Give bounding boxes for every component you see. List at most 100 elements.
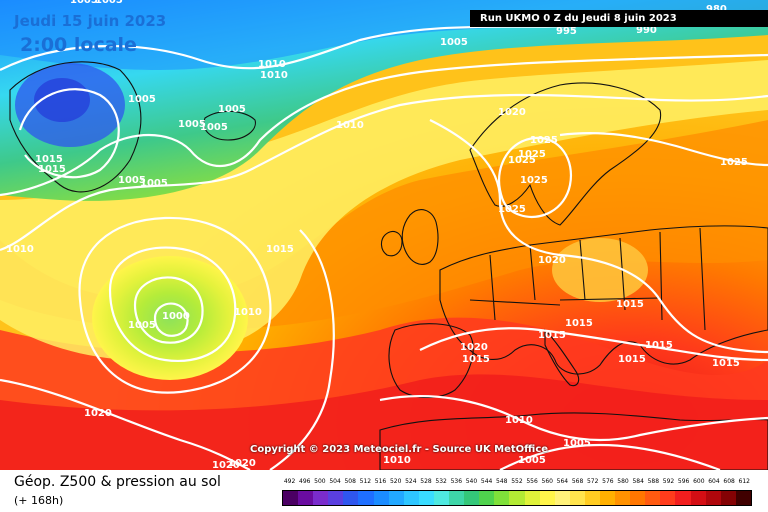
isobar-label: 1010 — [336, 120, 364, 131]
isobar-label: 1015 — [712, 358, 740, 369]
scale-swatch — [630, 491, 646, 505]
scale-value: 524 — [405, 478, 417, 485]
scale-value: 576 — [602, 478, 614, 485]
scale-value: 532 — [435, 478, 447, 485]
legend-footer: Géop. Z500 & pression au sol (+ 168h) 49… — [0, 470, 768, 512]
scale-swatch — [373, 491, 389, 505]
scale-swatch — [539, 491, 555, 505]
isobar-label: 1020 — [460, 342, 488, 353]
isobar-label: 1015 — [645, 340, 673, 351]
legend-subtitle: (+ 168h) — [14, 494, 64, 507]
scale-value: 604 — [708, 478, 720, 485]
forecast-time: 2:00 locale — [20, 34, 137, 56]
scale-value: 564 — [556, 478, 569, 485]
isobars — [0, 18, 768, 470]
scale-value: 556 — [526, 478, 538, 485]
scale-value: 572 — [586, 478, 599, 485]
scale-swatch — [690, 491, 706, 505]
scale-swatch — [433, 491, 450, 505]
scale-value: 496 — [299, 478, 311, 485]
isobar-label: 1015 — [616, 299, 644, 310]
scale-swatch — [509, 491, 525, 505]
isobar-1005-africa — [499, 443, 721, 470]
scale-swatch — [449, 491, 465, 505]
isobar-label: 1020 — [228, 458, 256, 469]
isobar-1010-med — [379, 395, 768, 442]
scale-swatch — [479, 491, 495, 505]
scale-swatch — [599, 491, 616, 505]
isobar-label: 1020 — [212, 460, 240, 470]
scale-value: 492 — [283, 478, 296, 485]
isobar-label: 1005 — [518, 455, 546, 466]
scale-swatch — [660, 491, 676, 505]
scale-value: 500 — [314, 478, 326, 485]
run-info-banner: Run UKMO 0 Z du Jeudi 8 juin 2023 — [470, 10, 768, 27]
isobar-1015-atlantic — [0, 93, 768, 252]
scale-swatch — [705, 491, 721, 505]
scale-value: 584 — [632, 478, 644, 485]
scale-value: 600 — [693, 478, 705, 485]
isobar-label: 1015 — [38, 164, 66, 175]
isobar-1025-north — [559, 132, 768, 167]
isobar-label: 1020 — [538, 255, 566, 266]
isobar-label: 1015 — [538, 330, 566, 341]
scale-value: 560 — [541, 478, 553, 485]
isobar-label: 1015 — [565, 318, 593, 329]
isobar-label: 1025 — [518, 149, 546, 160]
isobar-1020-europe — [429, 119, 768, 354]
isobar-label: 1005 — [118, 175, 146, 186]
scale-swatch — [388, 491, 404, 505]
isobar-label: 1005 — [178, 119, 206, 130]
scale-swatch — [418, 491, 434, 505]
scale-value: 552 — [511, 478, 523, 485]
scale-value: 580 — [617, 478, 629, 485]
isobar-1010-north — [0, 53, 768, 197]
scale-value: 504 — [329, 478, 341, 485]
scale-value: 520 — [389, 478, 402, 485]
isobar-label: 1020 — [84, 408, 112, 419]
scale-swatch — [298, 491, 314, 505]
isobar-label: 1025 — [498, 204, 526, 215]
isobar-label: 1010 — [234, 307, 262, 318]
isobar-label: 1005 — [128, 320, 156, 331]
scale-swatch — [615, 491, 631, 505]
scale-value: 516 — [374, 478, 387, 485]
isobar-label: 1025 — [508, 155, 536, 166]
forecast-date: Jeudi 15 juin 2023 — [14, 12, 167, 30]
copyright-notice: Copyright © 2023 Meteociel.fr - Source U… — [250, 444, 549, 455]
isobar-1015-med — [419, 327, 768, 362]
isobar-label: 1010 — [383, 455, 411, 466]
scale-swatch — [494, 491, 510, 505]
scale-swatch — [283, 491, 299, 505]
color-scale-labels: 492 496 500 504 508 512 516 520 524 528 532 536 540 5… — [282, 478, 752, 488]
isobar-1005-greenland — [18, 88, 120, 179]
legend-title: Géop. Z500 & pression au sol — [14, 474, 221, 490]
isobar-1015-ring — [78, 216, 272, 394]
isobar-1015-central — [269, 229, 335, 470]
scale-swatch — [343, 491, 359, 505]
isobar-1010-low — [108, 246, 237, 362]
isobar-1025-scandi — [497, 136, 573, 219]
isobar-1020-south — [0, 378, 251, 470]
isobar-label: 1010 — [258, 59, 286, 70]
scale-swatch — [328, 491, 344, 505]
isobar-1005-low — [133, 276, 204, 344]
scale-swatch — [584, 491, 600, 505]
scale-swatch — [720, 491, 736, 505]
scale-swatch — [313, 491, 329, 505]
isobar-label: 1015 — [462, 354, 490, 365]
scale-value: 508 — [344, 478, 356, 485]
isobar-label: 1010 — [505, 415, 533, 426]
scale-value: 540 — [465, 478, 478, 485]
scale-value: 548 — [496, 478, 508, 485]
scale-value: 592 — [662, 478, 675, 485]
isobar-1000-low — [153, 302, 189, 337]
isobar-label: 1010 — [6, 244, 34, 255]
scale-value: 608 — [723, 478, 735, 485]
scale-swatch — [675, 491, 691, 505]
scale-swatch — [403, 491, 419, 505]
scale-swatch — [464, 491, 480, 505]
scale-swatch — [569, 491, 585, 505]
isobar-label: 1010 — [260, 70, 288, 81]
